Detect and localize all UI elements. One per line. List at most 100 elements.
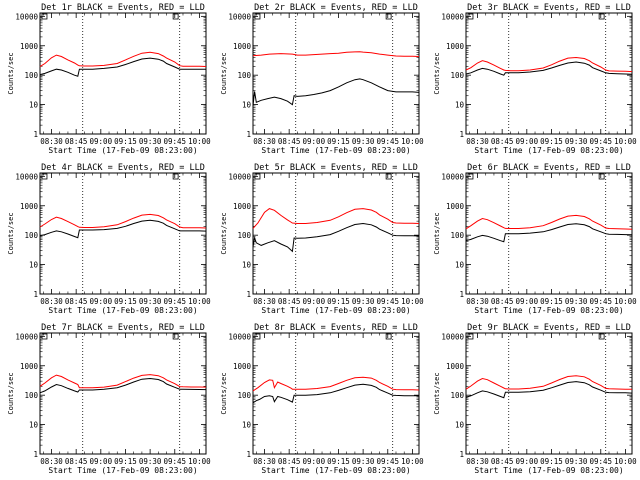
y-tick-label: 1000 <box>20 362 39 371</box>
x-tick-label: 08:45 <box>491 457 514 466</box>
x-tick-label: 10:00 <box>614 297 637 306</box>
x-tick-label: 09:00 <box>303 297 326 306</box>
x-tick-label: 09:45 <box>163 137 186 146</box>
x-tick-label: 10:00 <box>188 297 211 306</box>
plot-frame <box>39 12 207 135</box>
y-axis-label: Counts/sec <box>433 52 441 94</box>
x-tick-label: 09:15 <box>540 457 563 466</box>
marker-box <box>385 333 392 340</box>
panel-title: Det 6r BLACK = Events, RED = LLD <box>467 163 631 173</box>
x-tick-label: 09:45 <box>163 297 186 306</box>
panel-det-9r: Det 9r BLACK = Events, RED = LLD 1 10 100 10… <box>433 323 637 475</box>
x-tick-label: 08:45 <box>491 137 514 146</box>
y-tick-label: 100 <box>450 71 464 80</box>
y-tick-label: 1000 <box>446 362 465 371</box>
x-tick-label: 08:30 <box>253 137 276 146</box>
y-tick-label: 1 <box>33 290 38 299</box>
x-tick-label: 09:30 <box>352 457 375 466</box>
x-tick-label: 09:30 <box>352 137 375 146</box>
y-tick-label: 1 <box>33 130 38 139</box>
x-axis-label: Start Time (17-Feb-09 08:23:00) <box>48 146 197 155</box>
y-tick-label: 1 <box>246 450 251 459</box>
series-line-events <box>465 223 633 243</box>
y-tick-label: 1000 <box>446 42 465 51</box>
panel-det-2r: Det 2r BLACK = Events, RED = LLD 1 10 100 10… <box>220 3 424 155</box>
y-axis-label: Counts/sec <box>220 212 228 254</box>
panel-title: Det 3r BLACK = Events, RED = LLD <box>467 3 631 13</box>
x-tick-label: 10:00 <box>401 457 424 466</box>
y-tick-label: 100 <box>450 391 464 400</box>
y-tick-label: 1000 <box>233 42 252 51</box>
plot-frame <box>39 172 207 295</box>
y-axis-label: Counts/sec <box>7 372 15 414</box>
y-tick-label: 1 <box>459 290 464 299</box>
series-line-events <box>465 61 633 76</box>
x-tick-label: 09:15 <box>114 297 137 306</box>
y-axis-label: Counts/sec <box>7 212 15 254</box>
series-line-events <box>465 381 633 399</box>
y-tick-label: 10 <box>29 101 39 110</box>
y-tick-label: 10 <box>29 421 39 430</box>
panel-det-1r: Det 1r BLACK = Events, RED = LLD 1 10 100 10… <box>7 3 211 155</box>
y-axis-label: Counts/sec <box>7 52 15 94</box>
x-tick-label: 09:45 <box>589 457 612 466</box>
y-axis-label: Counts/sec <box>433 372 441 414</box>
y-tick-label: 10000 <box>228 332 251 341</box>
x-tick-label: 09:30 <box>565 297 588 306</box>
x-tick-label: 09:00 <box>90 457 113 466</box>
x-tick-label: 09:15 <box>540 137 563 146</box>
x-tick-label: 09:45 <box>376 137 399 146</box>
y-tick-label: 10 <box>242 101 252 110</box>
y-tick-label: 1000 <box>233 362 252 371</box>
y-tick-label: 10 <box>29 261 39 270</box>
y-tick-label: 10000 <box>15 172 38 181</box>
plot-frame <box>252 332 420 455</box>
y-tick-label: 1000 <box>20 42 39 51</box>
x-tick-label: 08:45 <box>278 457 301 466</box>
y-tick-label: 10000 <box>441 172 464 181</box>
x-tick-label: 09:45 <box>376 297 399 306</box>
series-line-lld <box>252 376 420 392</box>
y-tick-label: 1000 <box>233 202 252 211</box>
y-tick-label: 10 <box>242 261 252 270</box>
x-tick-label: 10:00 <box>614 457 637 466</box>
y-tick-label: 100 <box>24 71 38 80</box>
x-tick-label: 08:30 <box>40 137 63 146</box>
x-tick-label: 08:30 <box>40 297 63 306</box>
x-axis-label: Start Time (17-Feb-09 08:23:00) <box>261 466 410 475</box>
series-line-events <box>39 377 207 394</box>
x-axis-label: Start Time (17-Feb-09 08:23:00) <box>474 466 623 475</box>
x-tick-label: 08:45 <box>278 297 301 306</box>
x-tick-label: 09:30 <box>352 297 375 306</box>
x-tick-label: 09:45 <box>376 457 399 466</box>
y-tick-label: 10000 <box>15 12 38 21</box>
x-tick-label: 09:30 <box>139 137 162 146</box>
series-line-lld <box>252 208 420 229</box>
plot-frame <box>39 332 207 455</box>
y-tick-label: 10 <box>242 421 252 430</box>
x-tick-label: 09:00 <box>516 297 539 306</box>
x-tick-label: 09:15 <box>327 137 350 146</box>
panel-det-6r: Det 6r BLACK = Events, RED = LLD 1 10 100 10… <box>433 163 637 315</box>
series-line-events <box>252 78 420 106</box>
x-tick-label: 08:45 <box>65 457 88 466</box>
series-line-events <box>252 383 420 404</box>
y-tick-label: 10000 <box>228 172 251 181</box>
y-tick-label: 100 <box>237 231 251 240</box>
panel-title: Det 1r BLACK = Events, RED = LLD <box>41 3 205 13</box>
y-tick-label: 100 <box>24 231 38 240</box>
y-tick-label: 1000 <box>446 202 465 211</box>
y-tick-label: 10 <box>455 101 465 110</box>
y-tick-label: 1 <box>459 450 464 459</box>
plot-frame <box>252 172 420 295</box>
x-tick-label: 09:30 <box>565 457 588 466</box>
x-tick-label: 08:30 <box>466 297 489 306</box>
x-tick-label: 09:45 <box>589 137 612 146</box>
panel-title: Det 2r BLACK = Events, RED = LLD <box>254 3 418 13</box>
y-tick-label: 100 <box>24 391 38 400</box>
panel-det-7r: Det 7r BLACK = Events, RED = LLD 1 10 100 10… <box>7 323 211 475</box>
y-axis-label: Counts/sec <box>220 372 228 414</box>
y-tick-label: 10000 <box>441 332 464 341</box>
x-axis-label: Start Time (17-Feb-09 08:23:00) <box>474 146 623 155</box>
